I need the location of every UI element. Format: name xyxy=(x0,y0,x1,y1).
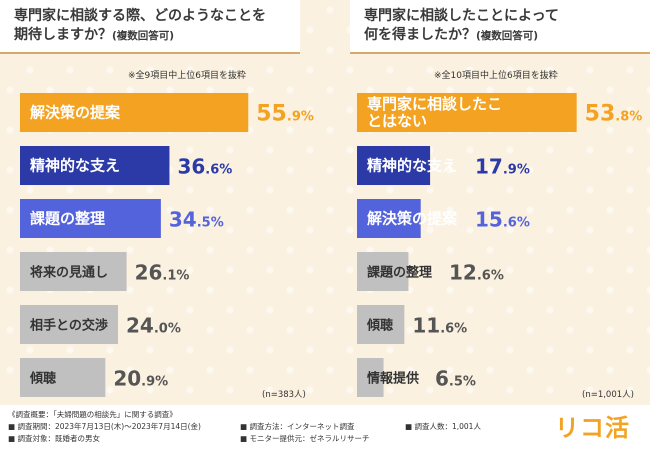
left-category-label-5: 相手との交渉 xyxy=(30,318,108,334)
left-sample-size: (n=383人) xyxy=(262,390,306,400)
right-question-sub: (複数回答可) xyxy=(476,30,539,42)
survey-period: ■ 調査期間：2023年7月13日(木)〜2023年7月14日(金) xyxy=(8,422,201,431)
left-value-label-4: 26.1% xyxy=(135,261,190,285)
right-sample-size: (n=1,001人) xyxy=(582,390,634,400)
right-value-label-3: 15.6% xyxy=(475,208,530,232)
right-category-label-5: 傾聴 xyxy=(366,318,393,334)
left-chart-panel: 専門家に相談する際、どのようなことを 期待しますか？(複数回答可) ※全9項目中… xyxy=(0,0,320,405)
survey-summary: 《調査概要：「夫婦問題の相談先」に関する調査》 xyxy=(8,410,177,419)
right-value-label-4: 12.6% xyxy=(449,261,504,285)
right-bar-5 xyxy=(357,305,405,344)
left-value-label-3: 34.5% xyxy=(169,208,224,232)
left-bar-3 xyxy=(20,199,161,238)
survey-method: ■ 調査方法：インターネット調査 xyxy=(240,422,355,431)
left-category-label-3: 課題の整理 xyxy=(30,210,105,228)
left-question-line1: 専門家に相談する際、どのようなことを xyxy=(14,8,266,24)
left-value-label-1: 55.9% xyxy=(256,102,314,127)
right-chart-panel: 専門家に相談したことによって 何を得ましたか？(複数回答可) ※全10項目中上位… xyxy=(330,0,650,405)
survey-provider: ■ モニター提供元：ゼネラルリサーチ xyxy=(240,434,370,443)
right-category-label-2: 精神的な支え xyxy=(367,157,457,175)
right-note: ※全10項目中上位6項目を抜粋 xyxy=(434,71,558,81)
right-bar-3 xyxy=(357,199,421,238)
right-question-box: 専門家に相談したことによって 何を得ましたか？(複数回答可) xyxy=(350,0,650,54)
left-bar-4 xyxy=(20,252,127,291)
left-value-label-5: 24.0% xyxy=(126,314,181,338)
right-bar-4 xyxy=(357,252,409,291)
right-bar-6 xyxy=(357,358,384,397)
left-note: ※全9項目中上位6項目を抜粋 xyxy=(128,71,246,81)
right-bar-2 xyxy=(357,146,431,185)
left-bar-1 xyxy=(20,93,249,132)
right-question-line2: 何を得ましたか？ xyxy=(364,27,476,43)
left-bar-chart: 解決策の提案 55.9% 精神的な支え 36.6% 課題の整理 34.5% 将来の見通し 26… xyxy=(20,93,314,397)
left-bar-5 xyxy=(20,305,118,344)
left-category-label-4: 将来の見通し xyxy=(30,265,108,281)
right-value-label-2: 17.9% xyxy=(475,155,530,179)
survey-count: ■ 調査人数：1,001人 xyxy=(405,422,481,431)
right-value-label-1: 53.8% xyxy=(585,102,643,127)
right-category-label-3: 解決策の提案 xyxy=(367,210,458,228)
right-category-label-6: 情報提供 xyxy=(367,371,419,387)
left-category-label-1: 解決策の提案 xyxy=(30,104,121,122)
right-bar-chart: 専門家に相談したことはない 53.8% 精神的な支え 17.9% 解決策の提案 15.6%… xyxy=(357,93,643,397)
left-category-label-6: 傾聴 xyxy=(29,371,56,387)
right-bar-1 xyxy=(357,93,577,132)
left-question-sub: (複数回答可) xyxy=(112,30,175,42)
left-question-box: 専門家に相談する際、どのようなことを 期待しますか？(複数回答可) xyxy=(0,0,300,54)
left-question-line2: 期待しますか？ xyxy=(14,27,112,43)
left-question: 専門家に相談する際、どのようなことを 期待しますか？(複数回答可) xyxy=(14,7,294,46)
right-question: 専門家に相談したことによって 何を得ましたか？(複数回答可) xyxy=(364,7,644,46)
right-category-label-1: 専門家に相談したことはない xyxy=(367,95,502,130)
survey-target: ■ 調査対象：既婚者の男女 xyxy=(8,434,100,443)
left-value-label-2: 36.6% xyxy=(177,155,232,179)
left-bar-6 xyxy=(20,358,106,397)
rikokatsu-logo: リコ活 xyxy=(555,414,630,442)
right-value-label-6: 6.5% xyxy=(435,367,476,391)
right-value-label-5: 11.6% xyxy=(412,314,467,338)
right-category-label-4: 課題の整理 xyxy=(367,265,432,281)
left-bar-2 xyxy=(20,146,170,185)
survey-footer: 《調査概要：「夫婦問題の相談先」に関する調査》 ■ 調査期間：2023年7月13… xyxy=(0,405,650,450)
right-question-line1: 専門家に相談したことによって xyxy=(364,8,559,24)
left-value-label-6: 20.9% xyxy=(113,367,168,391)
left-category-label-2: 精神的な支え xyxy=(30,157,120,175)
